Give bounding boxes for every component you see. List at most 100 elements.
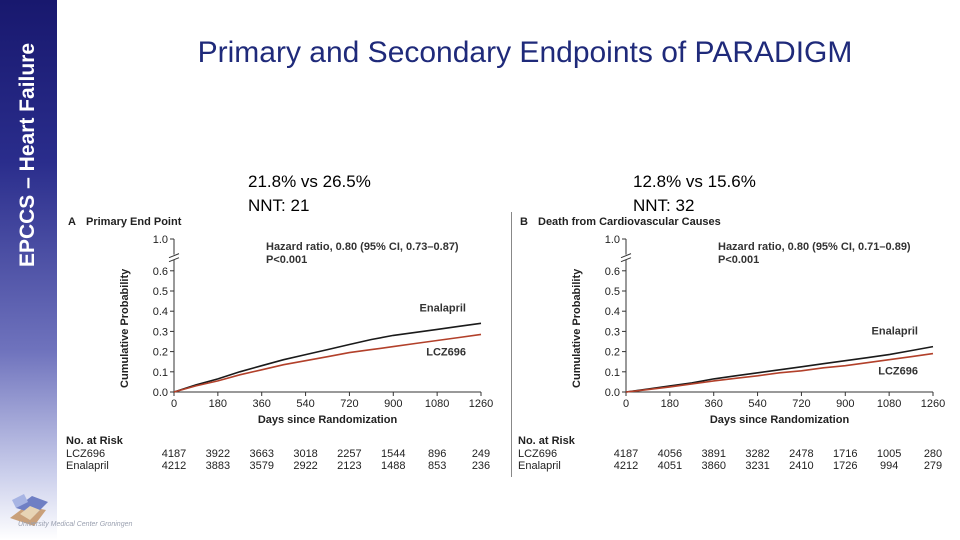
- risk-table-header: No. at Risk: [518, 435, 576, 447]
- risk-table-cell: 3860: [701, 460, 725, 472]
- x-tick-label: 360: [253, 398, 271, 410]
- risk-table-row-label: LCZ696: [518, 448, 557, 460]
- x-tick-label: 720: [340, 398, 358, 410]
- y-tick-label: 0.3: [153, 326, 168, 338]
- x-tick-label: 0: [171, 398, 177, 410]
- stat-primary-rates: 21.8% vs 26.5%: [248, 172, 371, 191]
- y-tick-label: 0.0: [605, 387, 620, 399]
- series-label: LCZ696: [878, 366, 918, 378]
- panel-divider: [511, 212, 512, 477]
- axis-break-mark: [620, 257, 632, 263]
- risk-table-cell: 279: [924, 460, 942, 472]
- risk-table-cell: 3891: [701, 448, 725, 460]
- risk-table-cell: 3883: [206, 460, 230, 472]
- x-tick-label: 360: [705, 398, 723, 410]
- risk-table-cell: 3018: [293, 448, 317, 460]
- series-line-enalapril: [173, 322, 482, 393]
- y-tick-label: 0.3: [605, 326, 620, 338]
- p-value-text: P<0.001: [718, 254, 759, 266]
- series-line-lcz696: [625, 352, 934, 393]
- y-tick-label: 0.5: [605, 286, 620, 298]
- axis-break-mark: [620, 253, 632, 259]
- risk-table-cell: 1488: [381, 460, 405, 472]
- y-tick-label: 0.2: [153, 347, 168, 359]
- risk-table-cell: 4051: [658, 460, 682, 472]
- x-tick-label: 900: [836, 398, 854, 410]
- x-tick-label: 0: [623, 398, 629, 410]
- risk-table-row-label: Enalapril: [518, 460, 561, 472]
- p-value-text: P<0.001: [266, 254, 307, 266]
- y-tick-label: 0.2: [605, 347, 620, 359]
- y-axis-label: Cumulative Probability: [119, 268, 131, 388]
- x-tick-label: 540: [296, 398, 314, 410]
- risk-table-cell: 249: [472, 448, 490, 460]
- risk-table-cell: 2478: [789, 448, 813, 460]
- risk-table-row-label: LCZ696: [66, 448, 105, 460]
- risk-table-cell: 3282: [745, 448, 769, 460]
- series-label: LCZ696: [426, 346, 466, 358]
- axis-break-mark: [168, 253, 180, 259]
- axis-break-mark: [168, 257, 180, 263]
- panel-title: Death from Cardiovascular Causes: [538, 216, 721, 228]
- hazard-ratio-text: Hazard ratio, 0.80 (95% CI, 0.71–0.89): [718, 241, 911, 253]
- risk-table-cell: 1716: [833, 448, 857, 460]
- y-tick-label: 1.0: [153, 234, 168, 246]
- x-tick-label: 180: [661, 398, 679, 410]
- y-tick-label: 0.5: [153, 286, 168, 298]
- risk-table-cell: 994: [880, 460, 898, 472]
- risk-table-row-label: Enalapril: [66, 460, 109, 472]
- chart-cv-death: B Death from Cardiovascular Causes1.00.00…: [518, 216, 945, 472]
- risk-table-cell: 4056: [658, 448, 682, 460]
- risk-table-cell: 3231: [745, 460, 769, 472]
- series-label: Enalapril: [420, 302, 466, 314]
- x-tick-label: 180: [209, 398, 227, 410]
- y-tick-label: 0.6: [153, 266, 168, 278]
- risk-table-cell: 2922: [293, 460, 317, 472]
- x-tick-label: 540: [748, 398, 766, 410]
- risk-table-cell: 280: [924, 448, 942, 460]
- stat-primary-nnt: NNT: 21: [248, 196, 310, 215]
- risk-table-cell: 4187: [614, 448, 638, 460]
- risk-table-cell: 3579: [249, 460, 273, 472]
- hazard-ratio-text: Hazard ratio, 0.80 (95% CI, 0.73–0.87): [266, 241, 459, 253]
- risk-table-cell: 4187: [162, 448, 186, 460]
- risk-table-cell: 236: [472, 460, 490, 472]
- y-tick-label: 0.0: [153, 387, 168, 399]
- x-tick-label: 900: [384, 398, 402, 410]
- risk-table-cell: 2123: [337, 460, 361, 472]
- sidebar-band: EPCCS – Heart Failure: [0, 0, 57, 540]
- y-tick-label: 0.4: [153, 306, 168, 318]
- series-label: Enalapril: [872, 326, 918, 338]
- risk-table-header: No. at Risk: [66, 435, 124, 447]
- x-tick-label: 1260: [921, 398, 945, 410]
- y-tick-label: 0.1: [153, 367, 168, 379]
- risk-table-cell: 1726: [833, 460, 857, 472]
- x-axis-label: Days since Randomization: [710, 414, 850, 426]
- risk-table-cell: 4212: [614, 460, 638, 472]
- umcg-logo-icon: [10, 494, 48, 526]
- logo-caption: University Medical Center Groningen: [18, 521, 133, 528]
- risk-table-cell: 3922: [206, 448, 230, 460]
- y-tick-label: 0.1: [605, 367, 620, 379]
- panel-letter: A: [68, 216, 76, 228]
- x-tick-label: 1260: [469, 398, 493, 410]
- y-tick-label: 1.0: [605, 234, 620, 246]
- stat-cv-death-rates: 12.8% vs 15.6%: [633, 172, 756, 191]
- y-tick-label: 0.6: [605, 266, 620, 278]
- panel-title: Primary End Point: [86, 216, 182, 228]
- risk-table-cell: 896: [428, 448, 446, 460]
- stat-cv-death-nnt: NNT: 32: [633, 196, 695, 215]
- risk-table-cell: 2410: [789, 460, 813, 472]
- sidebar-title: EPCCS – Heart Failure: [16, 42, 39, 268]
- panel-letter: B: [520, 216, 528, 228]
- stat-block-primary: 21.8% vs 26.5% NNT: 21: [248, 170, 371, 218]
- chart-primary-endpoint: A Primary End Point 1.0 0.0 0.1 0.2 0.3 0.4 0.5 0…: [66, 216, 493, 472]
- risk-table-cell: 2257: [337, 448, 361, 460]
- x-tick-label: 720: [792, 398, 810, 410]
- risk-table-cell: 853: [428, 460, 446, 472]
- slide-title: Primary and Secondary Endpoints of PARAD…: [197, 36, 853, 69]
- y-axis-label: Cumulative Probability: [571, 268, 583, 388]
- risk-table-cell: 3663: [249, 448, 273, 460]
- stat-block-cv-death: 12.8% vs 15.6% NNT: 32: [633, 170, 756, 218]
- risk-table-cell: 4212: [162, 460, 186, 472]
